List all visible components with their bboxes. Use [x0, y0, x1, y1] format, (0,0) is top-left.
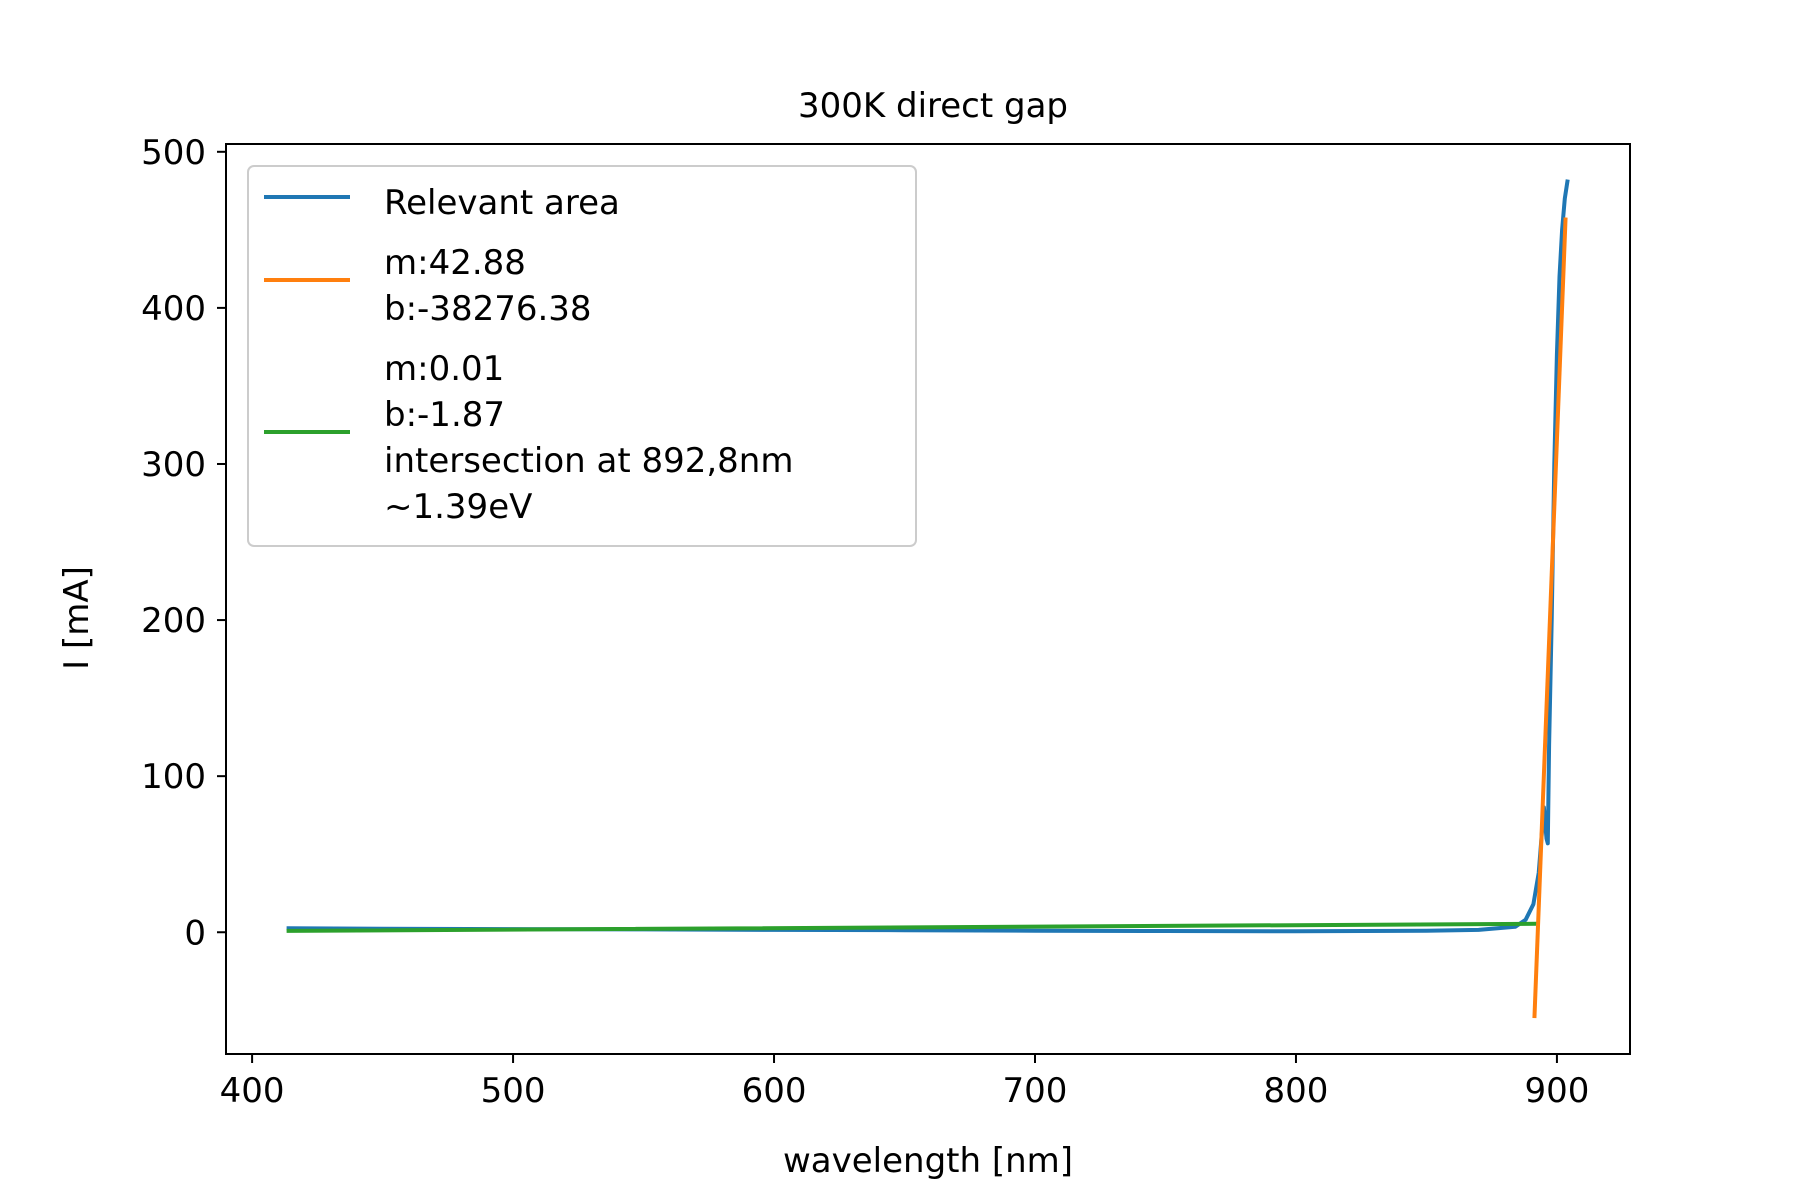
series-layer [286, 179, 1570, 1019]
y-tick-label: 0 [184, 913, 206, 953]
series-line-1 [1532, 217, 1568, 1019]
y-axis: 0 100 200 300 400 500 [141, 133, 226, 953]
y-tick-label: 300 [141, 445, 206, 485]
legend-label-0: Relevant area [384, 183, 620, 223]
x-tick-label: 900 [1524, 1071, 1589, 1111]
legend-label-1: m:42.88 b:-38276.38 [384, 243, 592, 329]
legend-box [247, 165, 917, 547]
x-tick-label: 400 [220, 1071, 285, 1111]
series-line-2 [286, 921, 1539, 933]
legend-label-2: m:0.01 b:-1.87 intersection at 892,8nm ~1.3… [384, 349, 793, 527]
x-tick-label: 700 [1003, 1071, 1068, 1111]
x-axis: 400 500 600 700 800 900 [220, 1054, 1589, 1111]
x-tick-label: 600 [742, 1071, 807, 1111]
plot-area [286, 179, 1570, 1019]
y-tick-label: 400 [141, 289, 206, 329]
x-axis-label: wavelength [nm] [783, 1141, 1073, 1181]
legend: Relevant area m:42.88 b:-38276.38 m:0.01 b:-… [247, 165, 917, 547]
y-tick-label: 200 [141, 601, 206, 641]
chart-title: 300K direct gap [798, 86, 1068, 126]
x-tick-label: 500 [481, 1071, 546, 1111]
plot-frame [225, 143, 1631, 1055]
y-tick-label: 100 [141, 757, 206, 797]
y-tick-label: 500 [141, 133, 206, 173]
y-axis-label: I [mA] [57, 566, 97, 670]
x-tick-label: 800 [1264, 1071, 1329, 1111]
